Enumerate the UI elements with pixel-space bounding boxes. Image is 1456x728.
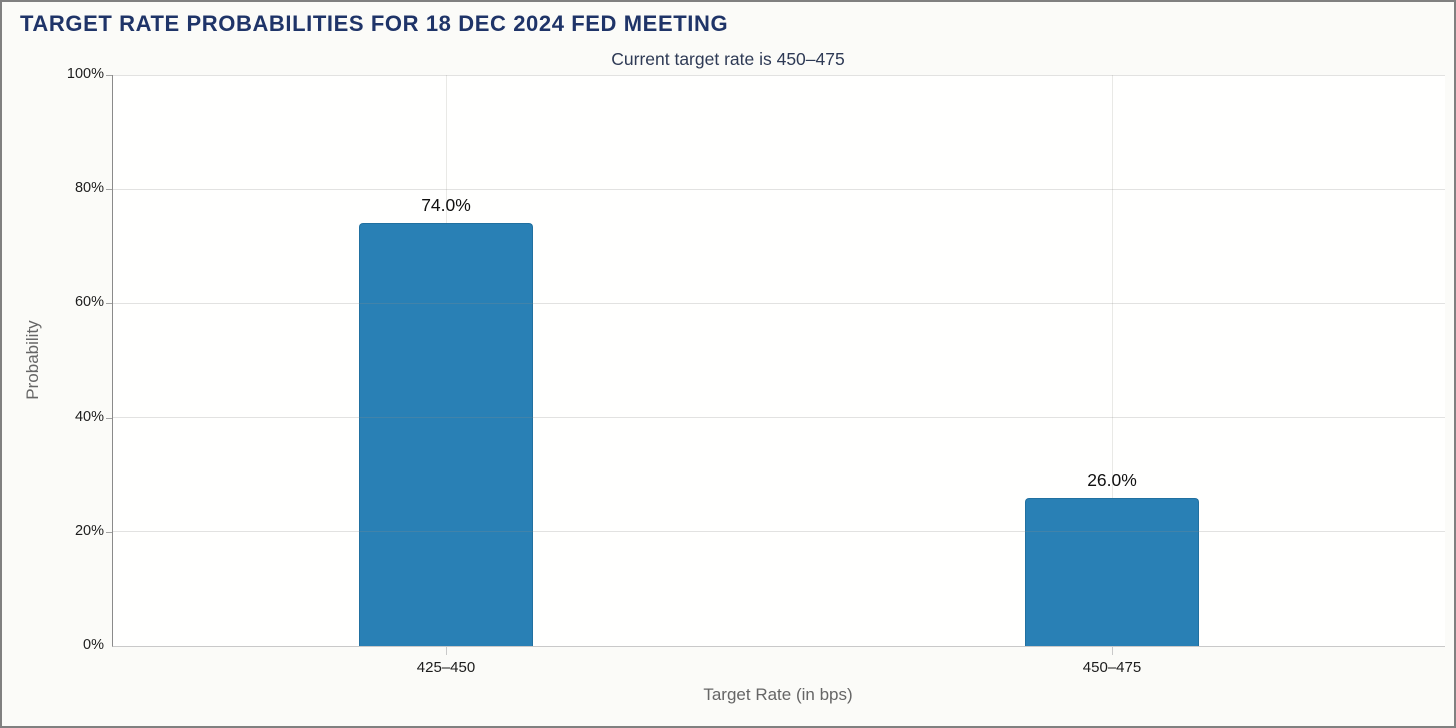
gridline-horizontal [113, 302, 1445, 304]
y-tick-mark [106, 189, 112, 191]
chart-subtitle: Current target rate is 450–475 [611, 49, 845, 69]
y-tick-mark [106, 417, 112, 419]
y-tick-label: 80% [74, 180, 104, 197]
bar-450–475 [1025, 497, 1199, 646]
y-tick-mark [106, 303, 112, 305]
y-tick-label: 100% [66, 66, 104, 82]
gridline-horizontal [113, 417, 1445, 419]
x-tick-mark [1111, 646, 1113, 655]
bar-425–450 [359, 223, 533, 646]
x-tick-label: 425–450 [416, 659, 476, 676]
y-tick-mark [106, 75, 112, 76]
gridline-vertical [1111, 75, 1113, 646]
y-tick-label: 40% [74, 408, 104, 425]
x-axis-title: Target Rate (in bps) [703, 685, 853, 704]
chart-title: TARGET RATE PROBABILITIES FOR 18 DEC 202… [20, 11, 729, 36]
x-tick-mark [445, 646, 447, 655]
gridline-horizontal [113, 74, 1445, 76]
gridline-horizontal [113, 531, 1445, 533]
y-tick-label: 20% [74, 522, 104, 539]
y-tick-label: 60% [74, 294, 104, 311]
plot-area: 74.0% 425–450 26.0% 450–475 [112, 74, 1445, 676]
y-axis-tick-labels: 0% 20% 40% 60% 80% 100% [2, 66, 104, 653]
gridline-horizontal [113, 188, 1445, 190]
y-tick-label: 0% [83, 637, 104, 653]
bar-value-label: 26.0% [1087, 469, 1137, 490]
y-tick-mark [106, 531, 112, 533]
bar-value-label: 74.0% [421, 195, 471, 216]
x-tick-label: 450–475 [1082, 659, 1142, 676]
